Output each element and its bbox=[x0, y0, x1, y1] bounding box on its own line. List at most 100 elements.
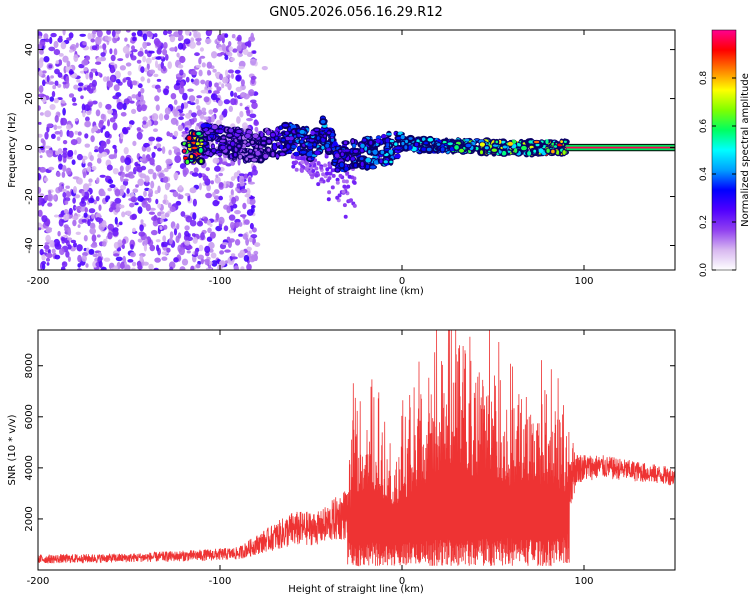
spectrogram-cell bbox=[217, 99, 223, 107]
spectrogram-cell bbox=[207, 227, 212, 234]
spectrogram-cell bbox=[206, 69, 211, 76]
spectrogram-cell bbox=[233, 92, 238, 98]
spectrogram-cell bbox=[173, 99, 178, 105]
spectrogram-cell bbox=[74, 130, 79, 135]
spectrogram-cell bbox=[334, 153, 340, 158]
spectrogram-cell bbox=[39, 49, 44, 55]
spectrogram-cell bbox=[74, 149, 77, 155]
spectrogram-cell bbox=[319, 165, 324, 170]
spectrogram-cell bbox=[191, 233, 196, 237]
spectrogram-cell bbox=[196, 41, 202, 46]
spectrogram-cell bbox=[115, 203, 122, 210]
spectrogram-cell bbox=[72, 102, 78, 106]
spectrogram-cell bbox=[563, 140, 568, 143]
spectrogram-cell bbox=[299, 129, 305, 134]
spectrogram-cell bbox=[139, 173, 147, 179]
spectrogram-cell bbox=[106, 164, 113, 171]
spectrogram-cell bbox=[144, 197, 150, 201]
colorbar: 0.0 0.2 0.4 0.6 0.8 Normalized spectral ampl… bbox=[699, 29, 750, 277]
spectrogram-cell bbox=[142, 120, 147, 125]
spectrogram-cell bbox=[325, 143, 330, 148]
spectrogram-cell bbox=[44, 242, 48, 246]
spectrogram-cell bbox=[161, 251, 169, 256]
spectrogram-cell bbox=[380, 150, 385, 155]
spectrogram-cell bbox=[215, 174, 219, 178]
spectrogram-cell bbox=[49, 96, 55, 102]
spectrogram-cell bbox=[125, 30, 131, 33]
spectrogram-cell bbox=[389, 139, 394, 143]
spectrogram-cell bbox=[53, 124, 58, 131]
spectrogram-y-tick-label: -40 bbox=[24, 237, 35, 253]
spectrogram-cell bbox=[63, 209, 69, 214]
spectrogram-x-axis-label: Height of straight line (km) bbox=[288, 286, 424, 297]
spectrogram-cell bbox=[362, 138, 367, 142]
spectrogram-cell bbox=[220, 145, 226, 150]
spectrogram-cell bbox=[203, 116, 209, 121]
spectrogram-cell bbox=[293, 152, 300, 156]
spectrogram-cell bbox=[46, 123, 53, 128]
spectrogram-cell bbox=[76, 153, 83, 161]
spectrogram-cell bbox=[146, 78, 151, 84]
spectrogram-cell bbox=[535, 143, 540, 147]
spectrogram-cell bbox=[137, 30, 143, 37]
spectrogram-cell bbox=[82, 171, 86, 179]
spectrogram-cell bbox=[253, 250, 259, 256]
spectrogram-cell bbox=[46, 75, 50, 83]
spectrogram-cell bbox=[48, 166, 55, 171]
spectrogram-cell bbox=[98, 121, 104, 129]
spectrogram-cell bbox=[247, 40, 252, 48]
spectrogram-cell bbox=[227, 69, 234, 74]
spectrogram-cell bbox=[126, 126, 131, 131]
spectrogram-cell bbox=[89, 71, 94, 78]
spectrogram-cell bbox=[162, 199, 167, 205]
spectrogram-cell bbox=[204, 245, 211, 253]
spectrogram-cell bbox=[201, 107, 207, 112]
spectrogram-cell bbox=[230, 141, 235, 146]
spectrogram-cell bbox=[212, 68, 217, 73]
spectrogram-cell bbox=[184, 30, 190, 36]
spectrogram-cell bbox=[40, 138, 45, 144]
spectrogram-cell bbox=[224, 83, 231, 87]
spectrogram-cell bbox=[38, 133, 43, 138]
spectrogram-cell bbox=[148, 211, 155, 215]
spectrogram-cell bbox=[190, 118, 195, 125]
spectrogram-cell bbox=[153, 128, 158, 132]
spectrogram-cell bbox=[65, 190, 70, 198]
spectrogram-cell bbox=[140, 219, 144, 224]
spectrogram-cell bbox=[57, 154, 63, 162]
spectrogram-cell bbox=[85, 263, 89, 268]
spectrogram-cell bbox=[129, 100, 135, 104]
spectrogram-cell bbox=[178, 116, 184, 121]
spectrogram-cell bbox=[426, 147, 432, 152]
spectrogram-cell bbox=[39, 193, 45, 197]
spectrogram-cell bbox=[72, 176, 80, 180]
spectrogram-cell bbox=[310, 130, 315, 135]
spectrogram-cell bbox=[249, 222, 254, 230]
spectrogram-cell bbox=[408, 137, 413, 140]
spectrogram-cell bbox=[122, 45, 130, 54]
spectrogram-cell bbox=[100, 52, 106, 57]
spectrogram-cell bbox=[251, 158, 258, 162]
snr-y-tick-label: 6000 bbox=[24, 404, 35, 429]
spectrogram-cell bbox=[38, 222, 42, 227]
spectrogram-cell bbox=[39, 248, 44, 256]
spectrogram-cell bbox=[401, 141, 405, 146]
spectrogram-cell bbox=[140, 87, 145, 94]
spectrogram-cell bbox=[48, 46, 56, 52]
spectrogram-cell bbox=[218, 216, 225, 225]
spectrogram-cell bbox=[113, 152, 117, 159]
spectrogram-cell bbox=[81, 197, 85, 204]
spectrogram-cell bbox=[77, 254, 82, 263]
spectrogram-cell bbox=[296, 156, 301, 161]
spectrogram-cell bbox=[125, 62, 132, 67]
spectrogram-cell bbox=[185, 159, 189, 165]
spectrogram-cell bbox=[109, 48, 113, 55]
spectrogram-cell bbox=[339, 162, 344, 168]
spectrogram-cell bbox=[323, 134, 327, 138]
spectrogram-cell bbox=[116, 101, 124, 110]
spectrogram-cell bbox=[96, 234, 101, 238]
spectrogram-cell bbox=[137, 206, 143, 214]
spectrogram-cell bbox=[291, 164, 296, 169]
spectrogram-cell bbox=[82, 109, 86, 118]
